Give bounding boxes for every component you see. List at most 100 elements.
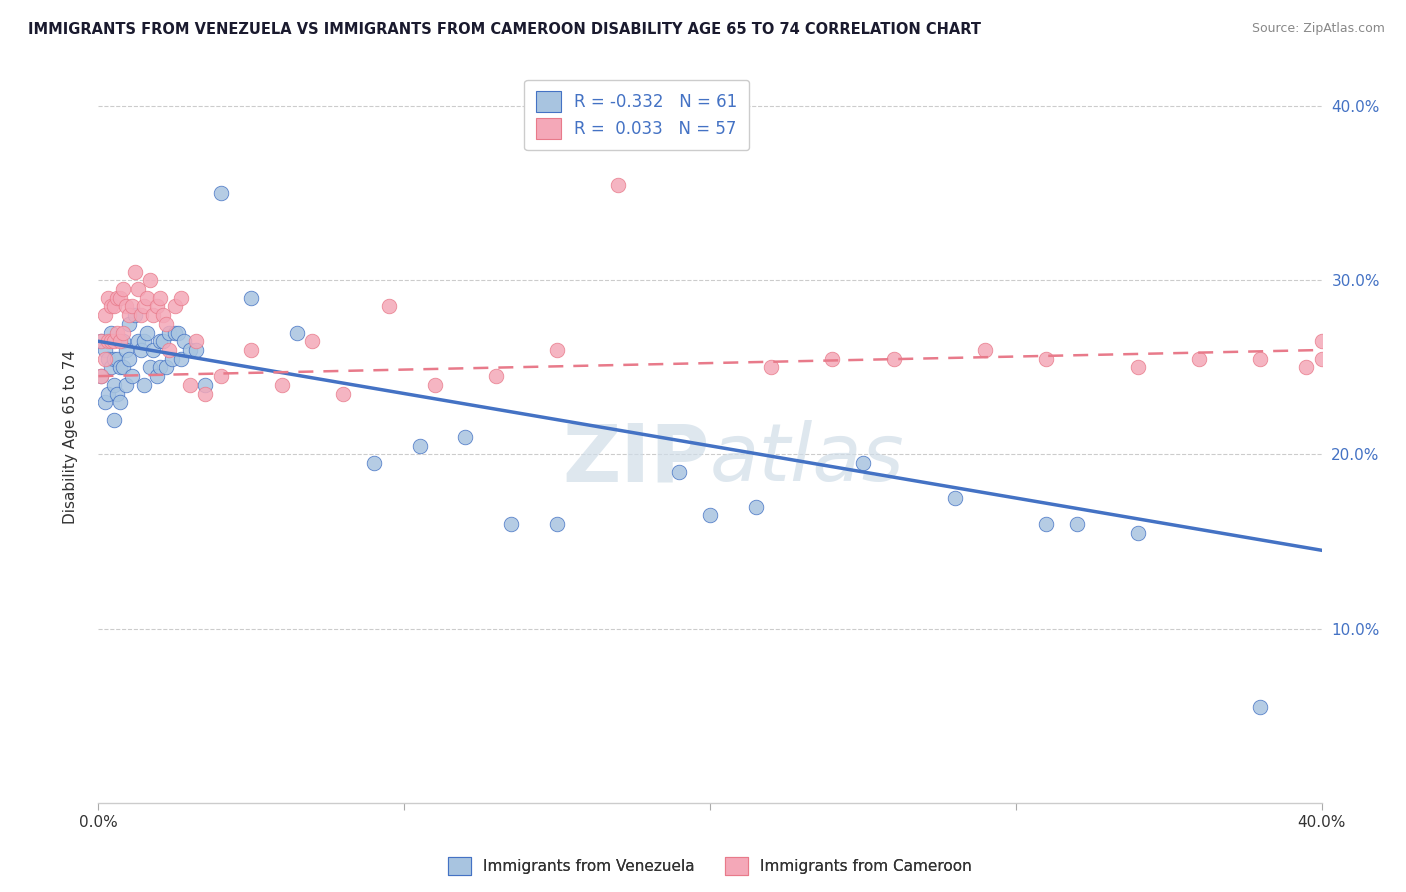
Point [699,508,721,523]
Point [145,369,167,384]
Point [149,334,172,349]
Point [943,491,966,505]
Point [134,377,156,392]
Point [90,334,112,349]
Point [155,317,177,331]
Point [115,343,138,357]
Point [974,343,997,357]
Point [179,343,201,357]
Point [97,291,120,305]
Point [209,369,232,384]
Point [285,326,308,340]
Point [332,386,354,401]
Point [124,308,146,322]
Point [139,273,162,287]
Point [194,377,217,392]
Text: atlas: atlas [710,420,905,498]
Point [149,291,172,305]
Point [501,517,523,532]
Point [127,282,149,296]
Point [105,326,128,340]
Point [1249,351,1271,366]
Point [115,377,138,392]
Point [100,300,122,314]
Point [155,360,177,375]
Point [270,377,292,392]
Point [100,334,122,349]
Point [111,334,134,349]
Point [186,343,208,357]
Point [134,334,156,349]
Point [90,369,112,384]
Point [157,343,180,357]
Point [115,300,138,314]
Point [108,334,131,349]
Point [1310,334,1333,349]
Point [546,517,568,532]
Point [149,360,172,375]
Point [363,456,385,470]
Point [1035,351,1057,366]
Point [1035,517,1057,532]
Point [97,351,120,366]
Point [93,343,115,357]
Point [103,412,125,426]
Point [118,351,141,366]
Text: ZIP: ZIP [562,420,710,498]
Point [134,300,156,314]
Point [1188,351,1211,366]
Point [240,291,263,305]
Point [607,178,630,192]
Point [90,369,112,384]
Point [668,465,690,479]
Point [93,308,115,322]
Point [100,360,122,375]
Point [240,343,263,357]
Point [108,395,131,409]
Point [179,377,201,392]
Point [103,377,125,392]
Point [1128,360,1150,375]
Point [163,326,186,340]
Point [194,386,217,401]
Point [118,317,141,331]
Point [160,351,183,366]
Point [121,300,143,314]
Point [546,343,568,357]
Point [152,334,174,349]
Point [759,360,782,375]
Point [93,395,115,409]
Text: Source: ZipAtlas.com: Source: ZipAtlas.com [1251,22,1385,36]
Point [157,326,180,340]
Point [883,351,905,366]
Point [454,430,477,444]
Point [1128,525,1150,540]
Point [93,351,115,366]
Point [423,377,446,392]
Point [121,369,143,384]
Point [170,291,193,305]
Point [139,360,162,375]
Point [167,326,190,340]
Point [142,308,165,322]
Point [152,308,174,322]
Point [136,291,159,305]
Point [408,439,430,453]
Point [745,500,768,514]
Point [852,456,875,470]
Point [485,369,508,384]
Point [105,351,128,366]
Point [209,186,232,201]
Point [173,334,195,349]
Text: IMMIGRANTS FROM VENEZUELA VS IMMIGRANTS FROM CAMEROON DISABILITY AGE 65 TO 74 CO: IMMIGRANTS FROM VENEZUELA VS IMMIGRANTS … [28,22,981,37]
Point [103,351,125,366]
Point [170,351,193,366]
Point [124,265,146,279]
Point [1066,517,1088,532]
Point [1295,360,1317,375]
Point [105,291,128,305]
Point [136,326,159,340]
Legend: Immigrants from Venezuela, Immigrants from Cameroon: Immigrants from Venezuela, Immigrants fr… [440,849,980,883]
Point [103,300,125,314]
Point [90,334,112,349]
